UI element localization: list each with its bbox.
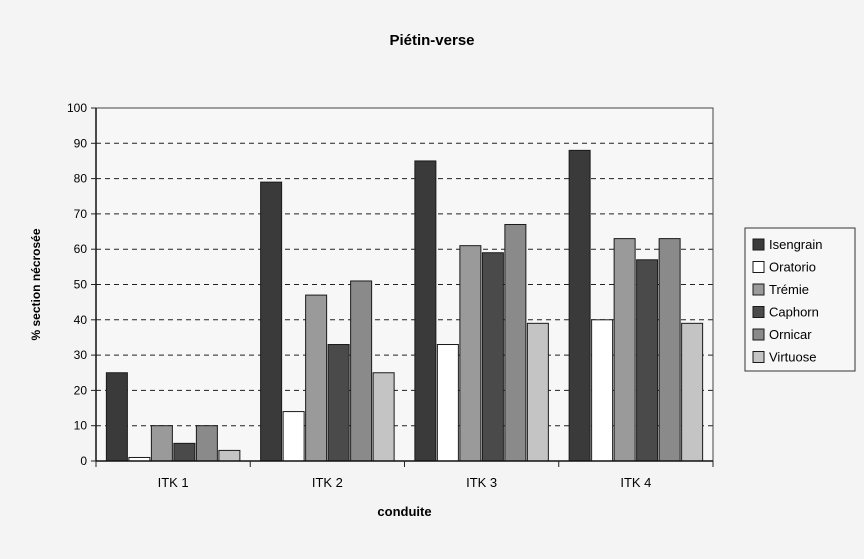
bar-oratorio [436,344,459,462]
legend-swatch [752,351,765,363]
y-tick-label: 50 [74,278,88,292]
bar-ornicar [504,223,527,462]
bar-trémie [305,294,328,462]
bar-virtuose [372,372,395,462]
bar-isengrain [568,149,591,462]
bar-virtuose [681,322,704,462]
y-tick-label: 70 [74,207,88,221]
legend-label: Virtuose [769,350,816,365]
legend-label: Caphorn [769,305,819,320]
legend-swatch [752,328,765,341]
legend-swatch [752,261,765,273]
legend-swatch [752,238,765,251]
legend: Isengrain Oratorio Trémie Caphorn Ornicar Vir… [744,227,856,372]
y-tick-label: 30 [74,348,88,362]
bar-oratorio [282,411,305,462]
y-axis-label: % section nécrosée [29,228,43,340]
y-tick-label: 90 [74,136,88,150]
legend-label: Oratorio [769,260,816,275]
y-tick-label: 80 [74,172,88,186]
bar-ornicar [195,425,218,462]
bar-caphorn [481,252,504,462]
legend-label: Isengrain [769,237,822,252]
legend-label: Ornicar [769,327,812,342]
bar-trémie [150,425,173,462]
legend-swatch [752,306,765,318]
bar-virtuose [526,322,549,462]
y-tick-label: 20 [74,383,88,397]
bar-virtuose [218,449,241,462]
bar-ornicar [350,280,373,462]
bar-isengrain [414,160,437,462]
bar-isengrain [105,372,128,462]
y-tick-label: 100 [67,101,87,115]
y-tick-label: 0 [80,454,87,468]
bar-isengrain [260,181,283,462]
bar-caphorn [327,344,350,462]
bar-caphorn [636,259,659,462]
x-tick-label: ITK 4 [620,475,651,490]
bars [105,149,704,462]
bar-oratorio [591,319,614,462]
legend-box [744,227,856,372]
y-tick-label: 40 [74,313,88,327]
bar-ornicar [658,238,681,462]
x-tick-labels: ITK 1 ITK 2 ITK 3 ITK 4 [95,461,714,490]
legend-label: Trémie [769,282,809,297]
bar-caphorn [173,442,196,462]
y-tick-labels: 0 10 20 30 40 50 60 70 80 90 100 [67,101,96,468]
chart-title: Piétin-verse [389,32,474,49]
x-tick-label: ITK 2 [312,475,343,490]
bar-trémie [459,245,482,462]
x-tick-label: ITK 1 [158,475,189,490]
x-tick-label: ITK 3 [466,475,497,490]
x-axis-label: conduite [377,504,431,519]
bar-trémie [613,238,636,462]
legend-swatch [752,283,765,296]
y-tick-label: 60 [74,242,88,256]
y-tick-label: 10 [74,419,88,433]
